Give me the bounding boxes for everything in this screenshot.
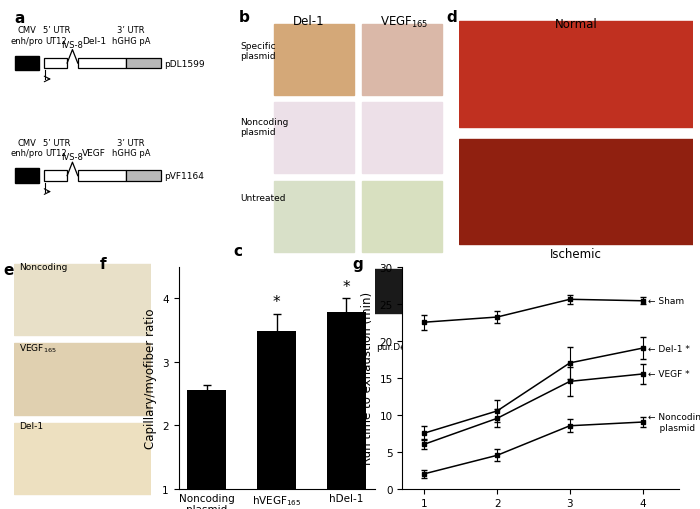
Text: d: d [447,10,458,25]
Bar [14,344,150,415]
Text: Del-1: Del-1 [82,37,106,46]
Text: pur.Del-1: pur.Del-1 [376,342,418,351]
Text: ← Del-1 *: ← Del-1 * [648,344,690,353]
Text: ← Noncoding
    plasmid: ← Noncoding plasmid [648,412,700,432]
Text: 3’ UTR
hGHG pA: 3’ UTR hGHG pA [112,138,150,158]
Bar [458,22,693,127]
Bar [274,103,354,174]
Bar [258,332,295,489]
Text: *: * [342,279,350,294]
Bar [14,265,150,335]
Bar [78,59,126,69]
Text: VEGF: VEGF [82,149,106,158]
Y-axis label: Run time to exhaustion (min): Run time to exhaustion (min) [361,292,374,464]
Text: *: * [273,295,280,309]
Text: ← VEGF *: ← VEGF * [648,370,690,379]
Text: 3’ UTR
hGHG pA: 3’ UTR hGHG pA [112,26,150,46]
Bar [274,25,354,96]
Text: Del-1: Del-1 [272,342,296,351]
Text: Ischemic: Ischemic [550,247,602,260]
Text: IVS-8: IVS-8 [62,41,83,50]
Bar [126,59,161,69]
Text: f: f [100,256,106,271]
Text: pVF1164: pVF1164 [164,172,204,181]
Text: ← Sham: ← Sham [648,297,685,306]
Bar [263,269,304,314]
Bar [363,269,416,314]
Bar [78,171,126,182]
Text: CMV
enh/pro: CMV enh/pro [11,138,43,158]
Text: VEGF$_{165}$: VEGF$_{165}$ [20,342,57,354]
Bar [126,171,161,182]
Text: IVS-8: IVS-8 [62,153,83,162]
Bar [362,103,442,174]
Text: Specific
plasmid: Specific plasmid [241,42,276,61]
Bar [362,25,442,96]
Text: Cntl: Cntl [327,342,345,351]
Bar [274,181,354,252]
Bar [188,390,226,489]
Text: Noncoding
plasmid: Noncoding plasmid [241,118,289,137]
Text: g: g [353,256,363,271]
Bar [14,423,150,494]
Text: Del-1: Del-1 [293,15,324,28]
Text: pDL1599: pDL1599 [164,60,205,68]
Bar [44,171,67,182]
Text: CMV
enh/pro: CMV enh/pro [11,26,43,46]
Bar [44,59,67,69]
Text: b: b [239,10,249,25]
Text: VEGF$_{165}$: VEGF$_{165}$ [380,15,428,30]
Bar [15,169,39,184]
Text: a: a [14,11,24,26]
Text: 5’ UTR
UT12: 5’ UTR UT12 [43,26,70,46]
Bar [327,313,365,489]
Text: Normal: Normal [554,17,597,31]
Text: 5’ UTR
UT12: 5’ UTR UT12 [43,138,70,158]
Bar [15,56,39,71]
Text: Noncoding: Noncoding [20,262,68,271]
Bar [458,139,693,245]
Y-axis label: Capillary/myofiber ratio: Capillary/myofiber ratio [144,308,157,448]
Text: e: e [3,262,13,277]
Text: c: c [234,244,243,259]
Text: Del-1: Del-1 [20,421,43,430]
Text: Untreated: Untreated [241,193,286,203]
Bar [362,181,442,252]
